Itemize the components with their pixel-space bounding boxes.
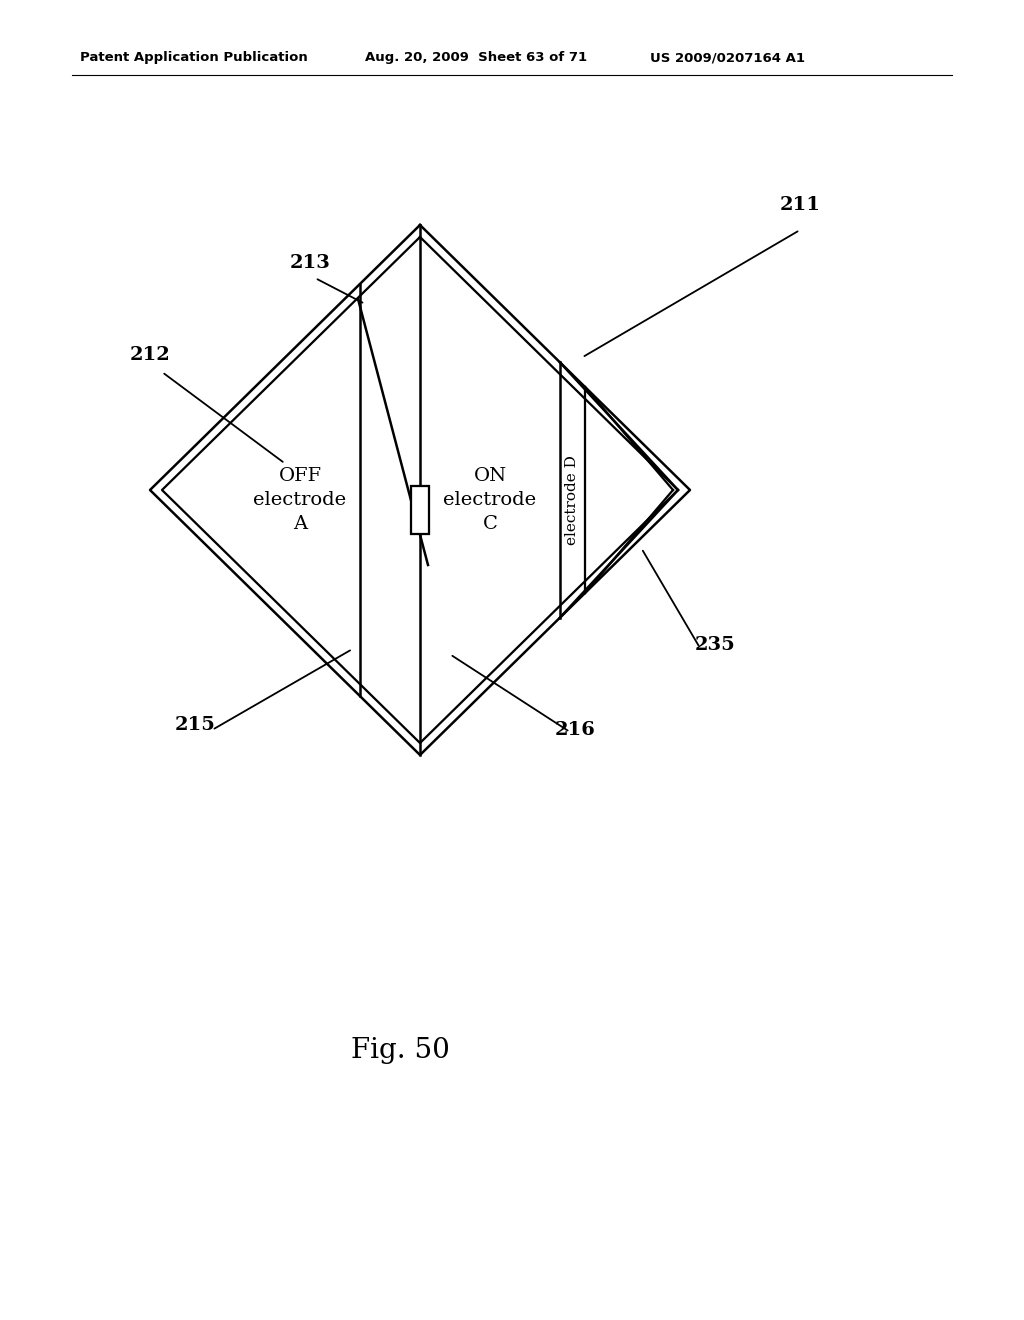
Text: 216: 216 [555,721,596,739]
Text: 211: 211 [780,195,821,214]
Text: 215: 215 [175,715,216,734]
Text: 212: 212 [130,346,171,364]
Text: Aug. 20, 2009  Sheet 63 of 71: Aug. 20, 2009 Sheet 63 of 71 [365,51,587,65]
Bar [411,486,429,535]
Text: Patent Application Publication: Patent Application Publication [80,51,308,65]
Text: ON
electrode
C: ON electrode C [443,467,537,532]
Text: 213: 213 [290,253,331,272]
Text: OFF
electrode
A: OFF electrode A [253,467,346,532]
Text: 235: 235 [695,636,736,653]
Text: Fig. 50: Fig. 50 [350,1036,450,1064]
Text: electrode D: electrode D [565,455,579,545]
Text: US 2009/0207164 A1: US 2009/0207164 A1 [650,51,805,65]
